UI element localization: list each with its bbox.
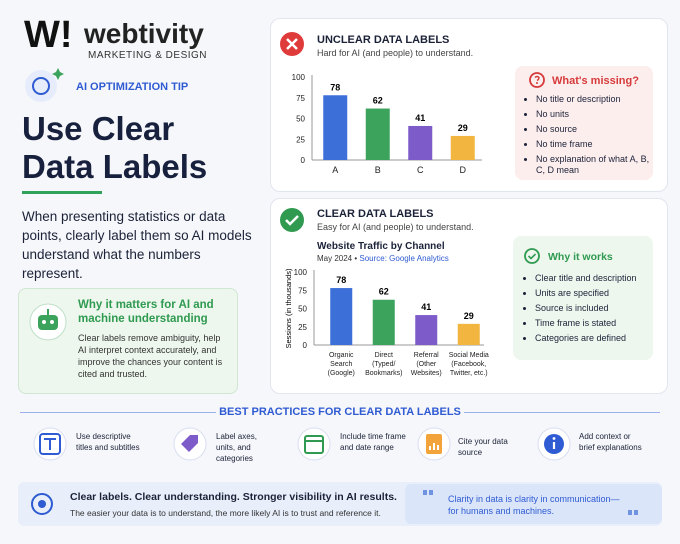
practice-icon xyxy=(297,427,331,461)
y-tick-label: 25 xyxy=(298,323,307,332)
value-label: 78 xyxy=(330,82,340,92)
y-tick-label: 75 xyxy=(296,94,305,103)
check-icon xyxy=(280,208,304,232)
x-tick-label: B xyxy=(374,165,381,175)
y-axis-label: Sessions (in thousands) xyxy=(284,268,293,349)
banner-text: The easier your data is to understand, t… xyxy=(70,508,381,518)
tip-label: AI OPTIMIZATION TIP xyxy=(76,81,189,93)
bar xyxy=(365,108,390,160)
x-tick-label: C xyxy=(417,165,424,175)
banner-headline: Clear labels. Clear understanding. Stron… xyxy=(70,491,397,503)
y-tick-label: 100 xyxy=(294,268,308,277)
works-list: Clear title and description Units are sp… xyxy=(523,273,661,348)
practice: Cite your data source xyxy=(458,437,508,457)
practice-icon xyxy=(33,427,67,461)
missing-title: What's missing? xyxy=(552,75,639,87)
practice: Use descriptive titles and subtitles xyxy=(76,432,140,452)
list-item: No title or description xyxy=(536,94,658,105)
x-tick-label: Referral (Other Websites) xyxy=(410,352,442,377)
list-item: Clear title and description xyxy=(535,273,661,284)
practice: Label axes, units, and categories xyxy=(216,432,257,463)
logo-mark: W! xyxy=(24,14,73,56)
list-item: Source is included xyxy=(535,303,661,314)
title-line: Data Labels xyxy=(22,148,208,185)
clear-heading: CLEAR DATA LABELS xyxy=(317,208,434,220)
rule xyxy=(20,412,216,413)
y-tick-label: 75 xyxy=(298,286,307,295)
x-tick-label: Direct (Typed/ Bookmarks) xyxy=(365,352,403,377)
practices-title: BEST PRACTICES FOR CLEAR DATA LABELS xyxy=(219,406,461,418)
bar xyxy=(323,95,348,160)
x-icon xyxy=(280,32,304,56)
practice-icon xyxy=(417,427,451,461)
y-tick-label: 50 xyxy=(298,305,307,314)
banner-icon xyxy=(31,493,53,515)
y-tick-label: 0 xyxy=(301,156,306,165)
bar xyxy=(450,135,475,160)
x-tick-label: A xyxy=(332,165,339,175)
x-tick-label: Social Media (Facebook, Twitter, etc.) xyxy=(448,352,489,377)
bar xyxy=(330,288,353,345)
intro: When presenting statistics or data point… xyxy=(22,209,252,281)
why-text: Clear labels remove ambiguity, help AI i… xyxy=(78,333,223,379)
missing-box xyxy=(515,66,653,180)
missing-list: No title or description No units No sour… xyxy=(524,94,658,180)
bar xyxy=(415,315,438,345)
why-title: Why it matters for AI and machine unders… xyxy=(78,299,214,325)
value-label: 29 xyxy=(464,311,474,321)
rule xyxy=(464,412,660,413)
y-tick-label: 0 xyxy=(303,341,308,350)
tip-icon xyxy=(25,68,64,102)
list-item: Units are specified xyxy=(535,288,661,299)
robot-icon xyxy=(29,303,67,341)
y-tick-label: 25 xyxy=(296,135,305,144)
practice-icon xyxy=(173,427,207,461)
x-tick-label: D xyxy=(459,165,467,175)
value-label: 41 xyxy=(421,302,431,312)
practice: Include time frame and date range xyxy=(340,432,406,452)
list-item: No units xyxy=(536,109,658,120)
chart-source: Source: Google Analytics xyxy=(359,254,449,263)
practice-icon xyxy=(537,427,571,461)
check-small xyxy=(524,248,540,264)
chart-title: Website Traffic by Channel xyxy=(317,241,445,252)
quote: Clarity in data is clarity in communicat… xyxy=(448,494,620,516)
value-label: 62 xyxy=(373,96,383,106)
value-label: 78 xyxy=(336,275,346,285)
y-tick-label: 50 xyxy=(296,115,305,124)
value-label: 62 xyxy=(379,287,389,297)
list-item: Time frame is stated xyxy=(535,318,661,329)
logo-name: webtivity xyxy=(84,18,204,49)
title-line: Use Clear xyxy=(22,110,175,147)
list-item: No explanation of what A, B, C, D mean xyxy=(536,154,658,176)
value-label: 41 xyxy=(415,113,425,123)
list-item: No time frame xyxy=(536,139,658,150)
chart-date: May 2024 • xyxy=(317,254,358,263)
clear-subheading: Easy for AI (and people) to understand. xyxy=(317,222,474,232)
quote-marks xyxy=(423,490,638,515)
practice: Add context or brief explanations xyxy=(579,432,642,452)
chart-subtitle: May 2024 • Source: Google Analytics xyxy=(317,254,449,263)
works-box xyxy=(513,236,653,360)
logo-tagline: MARKETING & DESIGN xyxy=(88,50,208,61)
list-item: Categories are defined xyxy=(535,333,661,344)
bar xyxy=(372,299,395,345)
main-title: Use Clear Data Labels xyxy=(22,110,207,186)
bar xyxy=(457,323,480,345)
works-title: Why it works xyxy=(548,251,613,263)
unclear-subheading: Hard for AI (and people) to understand. xyxy=(317,48,474,58)
x-tick-label: Organic Search (Google) xyxy=(327,352,355,377)
unclear-heading: UNCLEAR DATA LABELS xyxy=(317,34,450,46)
bar xyxy=(408,125,433,160)
quote-box xyxy=(405,484,662,524)
question-icon xyxy=(529,72,545,88)
divider xyxy=(22,191,102,194)
list-item: No source xyxy=(536,124,658,135)
y-tick-label: 100 xyxy=(292,73,306,82)
value-label: 29 xyxy=(458,123,468,133)
